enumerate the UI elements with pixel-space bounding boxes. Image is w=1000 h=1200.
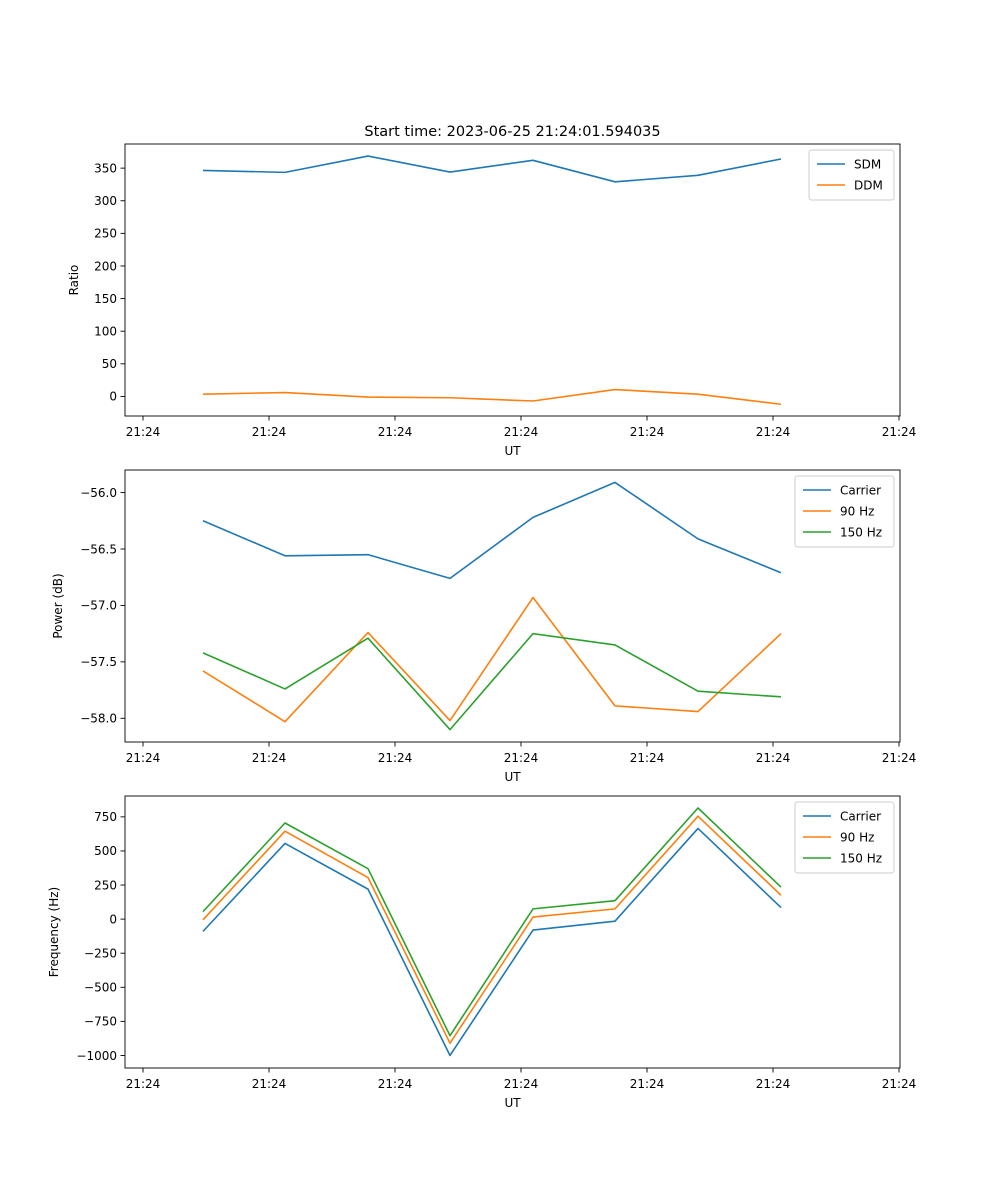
y-tick-label: 150 <box>94 292 117 306</box>
x-tick-label: 21:24 <box>630 425 665 439</box>
legend-frame <box>794 475 895 548</box>
legend: Carrier 90 Hz 150 Hz <box>794 475 895 548</box>
x-tick-label: 21:24 <box>252 751 287 765</box>
series-line-carrier <box>202 827 782 1057</box>
series-line-sdm <box>202 155 782 183</box>
x-tick-label: 21:24 <box>882 751 917 765</box>
y-tick-label: 250 <box>94 878 117 892</box>
y-tick-label: −250 <box>84 947 117 961</box>
y-tick-label: 50 <box>102 357 117 371</box>
series-line-ddm <box>202 388 782 406</box>
legend-label: 90 Hz <box>840 830 874 844</box>
axes-frame <box>124 469 901 743</box>
series-line-150-hz <box>202 632 782 731</box>
x-tick-label: 21:24 <box>126 1077 161 1091</box>
y-tick-label: 750 <box>94 810 117 824</box>
legend-label: Carrier <box>840 809 881 823</box>
x-tick-label: 21:24 <box>378 751 413 765</box>
x-tick-label: 21:24 <box>252 425 287 439</box>
legend: SDM DDM <box>808 149 895 201</box>
x-tick-label: 21:24 <box>756 425 791 439</box>
y-tick-label: −500 <box>84 981 117 995</box>
x-tick-label: 21:24 <box>378 1077 413 1091</box>
y-tick-label: 100 <box>94 325 117 339</box>
x-tick-label: 21:24 <box>630 1077 665 1091</box>
y-tick-label: −57.5 <box>80 655 117 669</box>
axes-frame <box>124 143 901 417</box>
series-line-150-hz <box>202 807 782 1037</box>
y-tick-label: −58.0 <box>80 712 117 726</box>
x-tick-label: 21:24 <box>252 1077 287 1091</box>
legend-frame <box>808 149 895 201</box>
y-tick-label: 350 <box>94 161 117 175</box>
series-line-90-hz <box>202 815 782 1044</box>
x-tick-label: 21:24 <box>504 751 539 765</box>
x-tick-label: 21:24 <box>378 425 413 439</box>
x-axis-label: UT <box>504 1096 521 1110</box>
y-tick-label: 0 <box>109 390 117 404</box>
legend-label: 150 Hz <box>840 851 882 865</box>
x-tick-label: 21:24 <box>126 751 161 765</box>
subplot-1: 21:24 21:24 21:24 21:24 21:24 21:24 21:24 0 50 10… <box>67 143 917 458</box>
legend-label: 150 Hz <box>840 525 882 539</box>
x-axis-label: UT <box>504 444 521 458</box>
legend-label: 90 Hz <box>840 504 874 518</box>
x-tick-label: 21:24 <box>882 425 917 439</box>
legend-label: Carrier <box>840 483 881 497</box>
x-tick-label: 21:24 <box>504 1077 539 1091</box>
y-tick-label: 300 <box>94 194 117 208</box>
chart-title: Start time: 2023-06-25 21:24:01.594035 <box>364 124 660 140</box>
series-line-carrier <box>202 481 782 580</box>
y-tick-label: −750 <box>84 1015 117 1029</box>
y-tick-label: −57.0 <box>80 599 117 613</box>
x-tick-label: 21:24 <box>126 425 161 439</box>
y-axis-label: Frequency (Hz) <box>47 887 61 978</box>
x-tick-label: 21:24 <box>756 1077 791 1091</box>
series-line-90-hz <box>202 596 782 723</box>
legend: Carrier 90 Hz 150 Hz <box>794 801 895 874</box>
legend-label: SDM <box>854 157 881 171</box>
y-axis-label: Power (dB) <box>51 573 65 638</box>
y-tick-label: 250 <box>94 227 117 241</box>
y-tick-label: −1000 <box>76 1049 117 1063</box>
x-tick-label: 21:24 <box>504 425 539 439</box>
legend-frame <box>794 801 895 874</box>
y-tick-label: 0 <box>109 912 117 926</box>
y-tick-label: 500 <box>94 844 117 858</box>
x-tick-label: 21:24 <box>882 1077 917 1091</box>
legend-label: DDM <box>854 178 883 192</box>
y-axis-label: Ratio <box>67 265 81 296</box>
subplot-2: 21:24 21:24 21:24 21:24 21:24 21:24 21:24 −58.0… <box>51 469 917 784</box>
x-tick-label: 21:24 <box>630 751 665 765</box>
x-tick-label: 21:24 <box>756 751 791 765</box>
y-tick-label: 200 <box>94 259 117 273</box>
axes-frame <box>124 795 901 1069</box>
subplot-3: 21:24 21:24 21:24 21:24 21:24 21:24 21:24 −1000… <box>47 795 917 1110</box>
y-tick-label: −56.5 <box>80 542 117 556</box>
y-tick-label: −56.0 <box>80 486 117 500</box>
x-axis-label: UT <box>504 770 521 784</box>
